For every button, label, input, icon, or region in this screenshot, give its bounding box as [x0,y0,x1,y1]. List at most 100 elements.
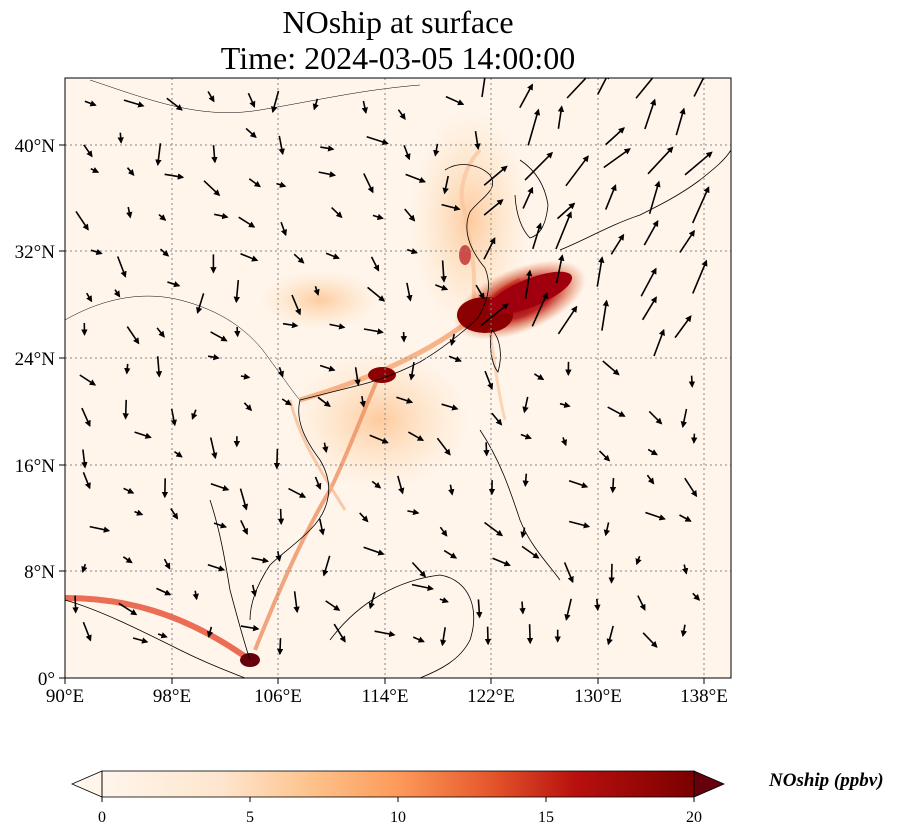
wind-vector-198 [322,555,331,577]
wind-vector-132 [243,402,253,412]
wind-vector-154 [483,442,490,457]
wind-vector-233 [440,627,447,647]
wind-vector-139 [522,396,529,414]
lat-tick-label-5: 40°N [15,136,56,157]
wind-vector-212 [250,584,258,597]
hotspot-bohai [459,245,471,265]
wind-vector-239 [680,624,687,638]
wind-vector-114 [155,356,163,378]
wind-vector-202 [492,557,511,567]
wind-vector-17 [117,132,124,144]
wind-vector-8 [397,109,406,120]
wind-vector-160 [82,472,91,490]
wind-vector-225 [132,637,149,644]
wind-vector-16 [83,144,93,158]
wind-vector-213 [293,591,300,614]
wind-vector-155 [520,433,532,440]
coastline-sumatra [65,599,246,678]
wind-vector-189 [603,522,610,537]
wind-vector-63 [691,186,710,224]
map-frame [64,77,732,679]
wind-vector-161 [123,487,135,494]
wind-vector-178 [170,508,179,520]
wind-vector-133 [281,398,292,406]
colorbar-tick-label-3: 15 [538,809,554,826]
coastline-japan [559,149,731,251]
wind-vector-55 [372,213,384,220]
wind-vector-214 [325,600,341,611]
wind-vector-164 [239,488,249,511]
lat-tick-label-1: 8°N [24,562,55,583]
wind-vector-171 [522,473,529,487]
wind-vector-121 [448,355,462,363]
wind-vector-237 [606,625,614,646]
wind-vector-156 [561,437,568,447]
wind-vector-97 [126,326,140,345]
wind-vector-52 [238,216,256,228]
wind-vector-88 [406,282,413,302]
colorbar-extend-min [70,770,103,798]
wind-vector-59 [522,186,534,209]
wind-vector-201 [443,549,458,559]
wind-vector-77 [610,233,625,255]
wind-vector-75 [532,222,543,250]
wind-vector-70 [325,252,340,260]
wind-vector-5 [271,90,280,114]
wind-vector-169 [448,484,455,496]
wind-vector-193 [122,556,133,564]
lon-tick-labels: 90°E 98°E 106°E 114°E 122°E 130°E 138°E [46,678,728,707]
wind-vector-122 [484,370,494,390]
wind-vector-12 [566,78,592,99]
wind-vector-157 [598,450,611,462]
shipping-lane-gulf-tonkin [288,399,347,511]
wind-vector-149 [273,448,281,470]
wind-vector-44 [565,155,589,187]
wind-vector-218 [476,599,483,619]
wind-vector-87 [367,286,386,302]
wind-vector-150 [322,442,329,454]
coastline-taiwan [490,329,501,373]
wind-vector-142 [648,410,663,425]
plume-inland [260,270,380,330]
wind-vector-177 [134,509,144,516]
colorbar-tick-label-4: 20 [686,809,702,826]
lon-tick-label-4: 122°E [467,686,515,707]
wind-vector-51 [214,212,229,220]
wind-vector-223 [692,592,701,601]
wind-vector-28 [557,105,565,129]
wind-vector-195 [207,564,226,572]
shipping-lane-malacca [65,595,252,663]
wind-vector-144 [81,449,88,469]
wind-vector-29 [605,127,625,146]
wind-vector-163 [210,483,230,492]
wind-vector-205 [608,563,615,584]
wind-vector-9 [445,95,465,106]
wind-vector-138 [491,412,503,426]
wind-vector-229 [276,638,284,656]
colorbar-label: NOship (ppbv) [769,770,884,791]
wind-vector-33 [126,167,135,176]
wind-vector-116 [240,373,251,380]
lon-tick-label-1: 98°E [153,686,191,707]
wind-vector-153 [436,437,451,456]
lon-tick-label-2: 106°E [254,686,302,707]
wind-vector-137 [441,403,459,411]
wind-vector-49 [126,206,133,219]
wind-vector-190 [645,511,666,521]
wind-vector-151 [369,434,389,444]
lat-tick-label-3: 24°N [15,349,56,370]
wind-vector-130 [170,408,177,427]
coastline-philippines [479,429,561,581]
wind-vector-188 [568,520,591,529]
wind-vector-6 [312,98,319,111]
wind-vector-203 [521,545,540,559]
wind-vector-159 [690,433,698,444]
wind-vector-56 [404,208,416,222]
wind-vector-117 [277,367,284,378]
plot-title-line2: Time: 2024-03-05 14:00:00 [220,40,576,76]
wind-vector-209 [118,602,138,616]
wind-vector-19 [211,145,218,164]
wind-vector-80 [86,292,93,303]
wind-vector-168 [397,475,405,495]
